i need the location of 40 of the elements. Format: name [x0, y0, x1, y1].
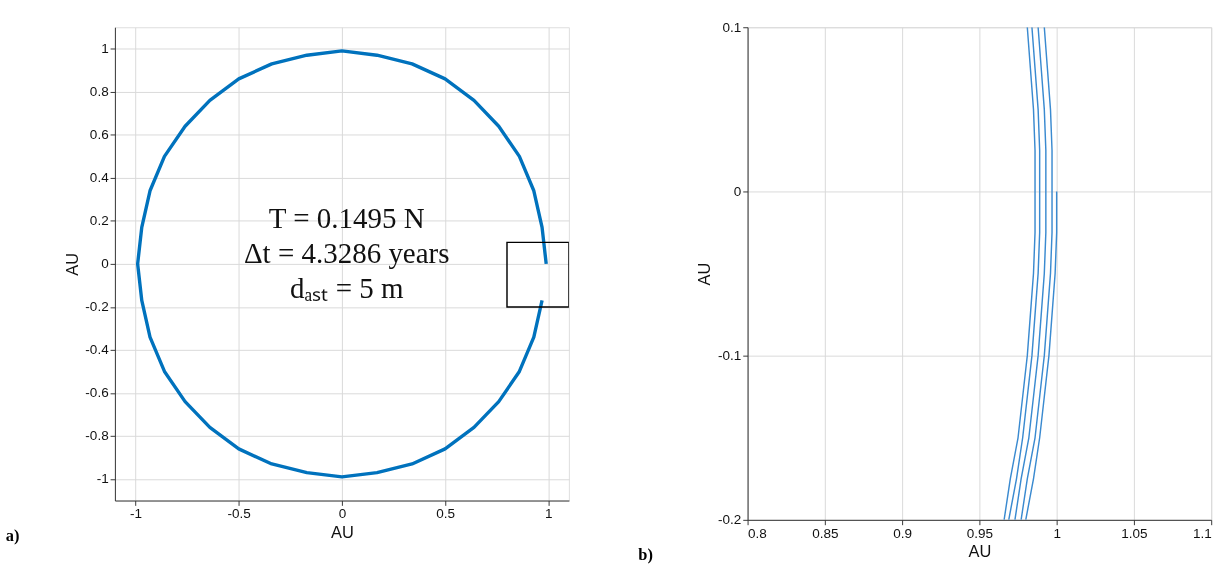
- y-tick-label: 0.4: [89, 170, 110, 186]
- x-tick-label: 0.9: [893, 525, 913, 541]
- y-tick-label: 0: [101, 256, 109, 272]
- x-axis-title: AU: [331, 522, 354, 541]
- y-tick-label: -0.4: [85, 342, 110, 358]
- line-series: [1014, 27, 1047, 520]
- y-tick-label: 0.1: [722, 19, 742, 35]
- annotation: T = 0.1495 N: [268, 202, 425, 235]
- x-tick-label: 0.85: [812, 525, 839, 541]
- x-tick-label: 1: [544, 506, 553, 522]
- y-tick-label: 0.2: [89, 213, 109, 229]
- x-tick-label: 0.95: [966, 525, 994, 541]
- x-tick-label: 1: [1053, 525, 1061, 541]
- y-tick-label: -0.6: [85, 385, 109, 401]
- y-tick-label: 0.8: [89, 84, 109, 100]
- x-tick-label: 0: [338, 506, 347, 522]
- y-axis-title: AU: [695, 262, 714, 286]
- x-tick-label: 1.1: [1192, 525, 1212, 541]
- y-tick-label: -0.2: [718, 512, 742, 528]
- y-tick-label: 0.6: [89, 127, 109, 143]
- y-tick-label: -0.1: [718, 348, 742, 364]
- line-series: [1025, 190, 1058, 520]
- x-tick-label: 0.8: [748, 525, 767, 541]
- y-tick-label: 1: [101, 41, 109, 57]
- y-axis-title: AU: [62, 252, 81, 276]
- x-tick-label: -0.5: [227, 506, 251, 522]
- x-axis-title: AU: [968, 542, 992, 561]
- annotation: Δt = 4.3286 years: [243, 236, 450, 269]
- line-series: [135, 49, 548, 479]
- y-tick-label: 0: [733, 183, 742, 199]
- y-tick-label: -1: [96, 471, 109, 487]
- line-series: [1020, 27, 1053, 520]
- text: b): [638, 545, 653, 565]
- x-tick-label: 0.5: [436, 506, 455, 522]
- y-tick-label: -0.8: [85, 428, 109, 444]
- y-tick-label: -0.2: [85, 299, 109, 315]
- annotation: dₐₛₜ = 5 m: [290, 271, 404, 304]
- x-tick-label: 1.05: [1121, 525, 1148, 541]
- text: a): [5, 526, 20, 546]
- x-tick-label: -1: [130, 506, 143, 522]
